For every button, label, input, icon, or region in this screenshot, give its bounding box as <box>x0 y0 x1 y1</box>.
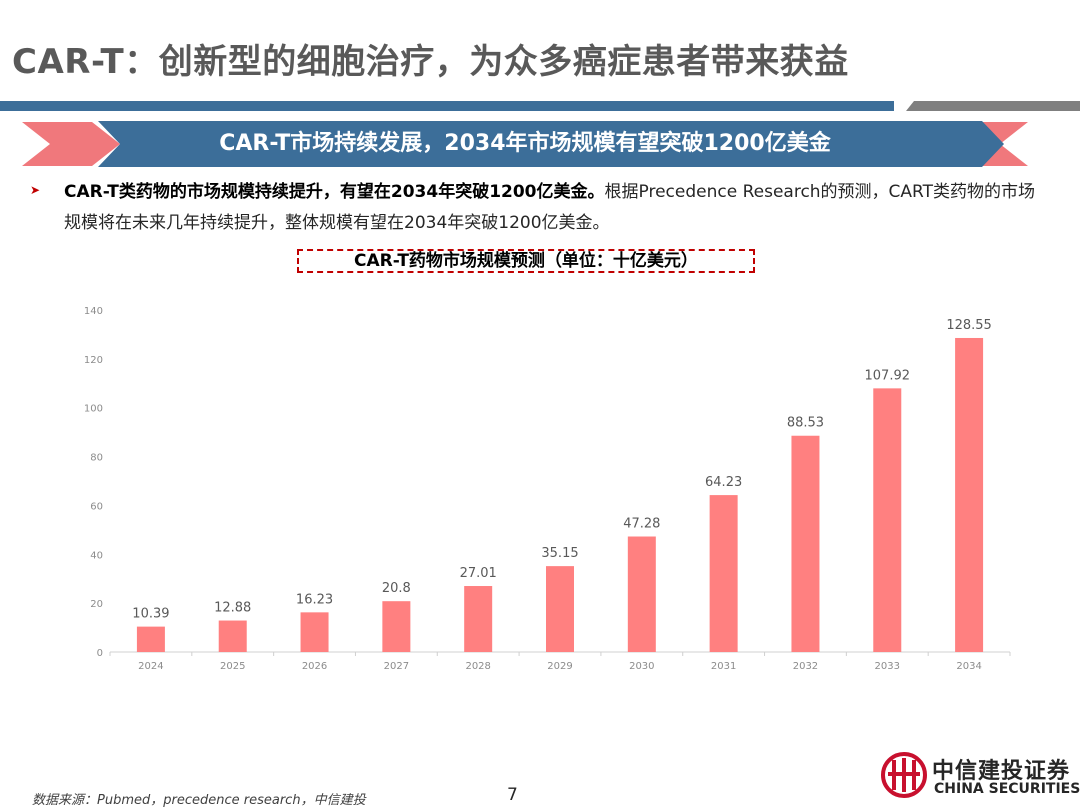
bar <box>955 337 984 652</box>
banner-body <box>98 121 1004 167</box>
slide-title: CAR-T：创新型的细胞治疗，为众多癌症患者带来获益 <box>12 42 849 82</box>
page-number: 7 <box>507 785 518 805</box>
bullet-arrow-icon: ➤ <box>30 183 41 197</box>
y-tick-label: 80 <box>90 453 103 464</box>
x-tick-label: 2030 <box>629 661 654 672</box>
bullet-paragraph: CAR-T类药物的市场规模持续提升，有望在2034年突破1200亿美金。根据Pr… <box>64 177 1044 239</box>
logo-name-cn: 中信建投证券 <box>932 759 1071 784</box>
data-label: 88.53 <box>787 416 824 431</box>
header-divider-gray <box>906 101 1080 111</box>
bar <box>791 435 820 652</box>
x-tick-label: 2025 <box>220 661 245 672</box>
data-label: 10.39 <box>132 607 169 622</box>
banner-text: CAR-T市场持续发展，2034年市场规模有望突破1200亿美金 <box>219 131 831 156</box>
y-tick-label: 60 <box>90 501 103 512</box>
bar <box>873 388 902 652</box>
x-tick-label: 2027 <box>384 661 409 672</box>
china-securities-logo-icon <box>881 752 927 798</box>
x-tick-label: 2024 <box>138 661 163 672</box>
bullet-bold-text: CAR-T类药物的市场规模持续提升，有望在2034年突破1200亿美金。 <box>64 182 605 202</box>
bar <box>546 566 574 652</box>
data-label: 47.28 <box>623 517 660 532</box>
data-label: 35.15 <box>541 546 578 561</box>
data-label: 12.88 <box>214 601 251 616</box>
y-tick-label: 140 <box>84 306 103 317</box>
x-tick-label: 2031 <box>711 661 736 672</box>
bar-chart: 0 20 40 60 80 100 120 140 10.39 2024 12.88 2025 16.2… <box>84 306 1011 672</box>
source-note: 数据来源：Pubmed，precedence research，中信建投 <box>32 793 366 808</box>
data-label: 16.23 <box>296 592 333 607</box>
header-divider-blue <box>0 101 894 111</box>
data-label: 128.55 <box>946 318 992 333</box>
logo-name-en: CHINA SECURITIES <box>934 781 1080 797</box>
bar <box>709 495 738 652</box>
y-tick-label: 40 <box>90 550 103 561</box>
section-banner <box>22 121 1028 167</box>
chart-title: CAR-T药物市场规模预测（单位：十亿美元） <box>297 249 755 273</box>
x-tick-label: 2034 <box>956 661 981 672</box>
banner-left-arrow <box>22 122 120 166</box>
bar <box>627 536 656 652</box>
data-label: 20.8 <box>382 581 411 596</box>
data-label: 27.01 <box>460 566 497 581</box>
bar <box>218 620 247 652</box>
y-tick-label: 0 <box>97 648 103 659</box>
bar <box>136 626 165 652</box>
y-tick-label: 20 <box>90 599 103 610</box>
bar <box>300 612 329 652</box>
x-tick-label: 2029 <box>547 661 572 672</box>
data-label: 64.23 <box>705 475 742 490</box>
bar <box>464 586 493 652</box>
x-tick-label: 2028 <box>465 661 490 672</box>
x-tick-label: 2026 <box>302 661 327 672</box>
bar <box>382 601 411 652</box>
bullet-body-text: 根据Precedence Research的预测，CART类药物的市场规模将在未… <box>64 182 1036 233</box>
x-tick-label: 2032 <box>793 661 818 672</box>
x-tick-label: 2033 <box>875 661 900 672</box>
y-tick-label: 100 <box>84 404 103 415</box>
y-tick-label: 120 <box>84 355 103 366</box>
data-label: 107.92 <box>865 368 911 383</box>
